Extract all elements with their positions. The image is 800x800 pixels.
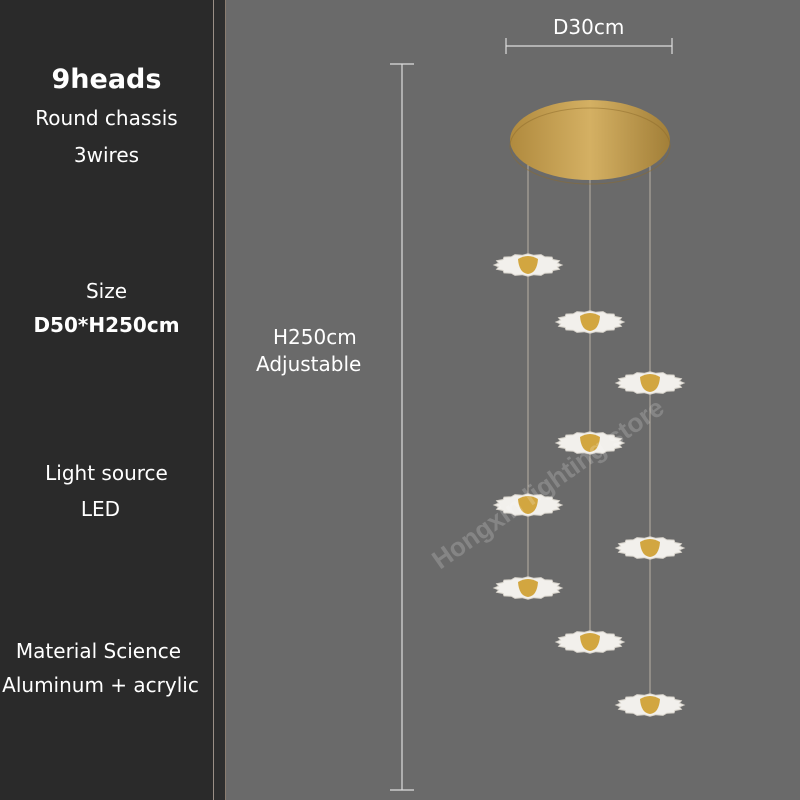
wire-count: 3wires	[73, 143, 140, 167]
gold-cup	[518, 496, 538, 514]
lamp-head	[492, 493, 564, 517]
lamp-head	[554, 431, 626, 455]
lamp-head	[614, 536, 686, 560]
divider	[225, 0, 226, 800]
gold-cup	[580, 434, 600, 452]
material-label: Material Science	[15, 639, 182, 663]
heads-count: 9heads	[51, 64, 162, 95]
height-note: Adjustable	[256, 352, 362, 376]
lamp-head	[554, 310, 626, 334]
light-source-label: Light source	[45, 461, 168, 485]
round-canopy	[510, 100, 670, 180]
lamp-head	[492, 253, 564, 277]
lamp-head	[614, 371, 686, 395]
chassis-type: Round chassis	[35, 106, 178, 130]
gold-cup	[580, 313, 600, 331]
spec-panel	[0, 0, 213, 800]
height-dimension-line	[390, 63, 414, 791]
height-label: H250cm	[273, 325, 357, 349]
gold-cup	[640, 539, 660, 557]
light-source-value: LED	[80, 497, 121, 521]
size-label: Size	[85, 279, 128, 303]
gold-cup	[518, 579, 538, 597]
divider-strip	[214, 0, 225, 800]
gold-cup	[640, 374, 660, 392]
diameter-dimension-line	[505, 38, 673, 54]
gold-cup	[518, 256, 538, 274]
divider	[213, 0, 214, 800]
lamp-head	[554, 630, 626, 654]
material-value: Aluminum + acrylic	[2, 673, 199, 697]
diameter-label: D30cm	[553, 15, 625, 39]
gold-cup	[640, 696, 660, 714]
lamp-head	[492, 576, 564, 600]
lamp-head	[614, 693, 686, 717]
size-value: D50*H250cm	[33, 313, 180, 337]
gold-cup	[580, 633, 600, 651]
